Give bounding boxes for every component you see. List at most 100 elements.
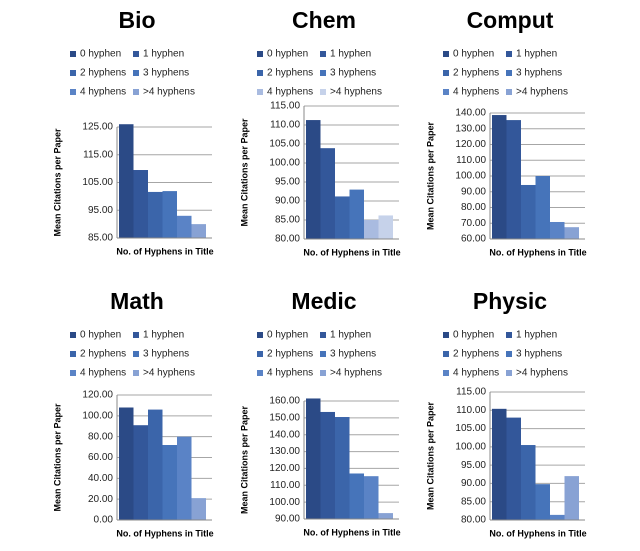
legend-label: 3 hyphens [516, 349, 562, 360]
legend-label: >4 hyphens [143, 87, 195, 98]
y-tick-label: 85.00 [461, 496, 486, 507]
bar [564, 476, 579, 520]
legend-swatch [133, 89, 139, 95]
legend-swatch [320, 89, 326, 95]
bar [320, 411, 335, 519]
legend-label: 4 hyphens [267, 368, 313, 379]
y-tick-label: 80.00 [275, 234, 300, 245]
bar [521, 184, 536, 239]
y-tick-label: 60.00 [88, 452, 113, 463]
chart-title: Medic [291, 288, 356, 314]
legend-label: 2 hyphens [453, 68, 499, 79]
bar [177, 436, 192, 520]
legend-label: >4 hyphens [516, 87, 568, 98]
legend-label: 4 hyphens [453, 87, 499, 98]
bar [349, 189, 364, 239]
legend-swatch [133, 370, 139, 376]
legend-swatch [257, 332, 263, 338]
y-tick-label: 105.00 [455, 423, 486, 434]
legend-label: >4 hyphens [516, 368, 568, 379]
y-tick-label: 80.00 [461, 202, 486, 213]
bar [162, 191, 177, 238]
legend-label: 3 hyphens [516, 68, 562, 79]
y-tick-label: 120.00 [82, 390, 113, 401]
y-tick-label: 100.00 [269, 158, 300, 169]
y-axis-label: Mean Citations per Paper [425, 401, 435, 510]
bar [148, 191, 163, 238]
chart-title: Physic [473, 288, 547, 314]
legend-swatch [506, 70, 512, 76]
y-tick-label: 105.00 [269, 139, 300, 150]
legend-swatch [443, 89, 449, 95]
bar [364, 476, 379, 519]
legend-label: 3 hyphens [330, 349, 376, 360]
legend-label: 3 hyphens [143, 349, 189, 360]
bar [306, 398, 321, 519]
bar [177, 215, 192, 238]
legend-swatch [320, 70, 326, 76]
legend-label: 1 hyphen [143, 330, 184, 341]
x-axis-label: No. of Hyphens in Title [116, 528, 213, 538]
legend-swatch [133, 332, 139, 338]
y-tick-label: 140.00 [455, 108, 486, 119]
legend-label: 2 hyphens [267, 349, 313, 360]
y-axis-label: Mean Citations per Paper [425, 121, 435, 230]
chart-title: Comput [467, 7, 554, 33]
legend-label: 1 hyphen [330, 330, 371, 341]
x-axis-label: No. of Hyphens in Title [116, 246, 213, 256]
bar [521, 445, 536, 520]
y-tick-label: 85.00 [275, 215, 300, 226]
y-tick-label: 85.00 [88, 233, 113, 244]
legend-label: 3 hyphens [330, 68, 376, 79]
bar [492, 408, 507, 520]
legend-label: 3 hyphens [143, 68, 189, 79]
legend-swatch [70, 70, 76, 76]
legend-label: 4 hyphens [267, 87, 313, 98]
legend-label: 0 hyphen [267, 330, 308, 341]
legend-label: 4 hyphens [80, 87, 126, 98]
y-tick-label: 95.00 [275, 177, 300, 188]
x-axis-label: No. of Hyphens in Title [303, 247, 400, 257]
bar [550, 221, 565, 239]
y-tick-label: 40.00 [88, 473, 113, 484]
chart-title: Chem [292, 7, 356, 33]
legend-swatch [133, 51, 139, 57]
legend-swatch [506, 351, 512, 357]
legend-label: 1 hyphen [143, 49, 184, 60]
chart-title: Math [110, 288, 164, 314]
legend-label: 1 hyphen [516, 49, 557, 60]
y-tick-label: 150.00 [269, 412, 300, 423]
y-tick-label: 105.00 [82, 177, 113, 188]
y-tick-label: 100.00 [82, 410, 113, 421]
legend-swatch [443, 51, 449, 57]
legend-label: 0 hyphen [267, 49, 308, 60]
legend-swatch [133, 351, 139, 357]
legend-swatch [133, 70, 139, 76]
legend-label: 1 hyphen [330, 49, 371, 60]
legend-swatch [443, 370, 449, 376]
y-tick-label: 110.00 [456, 405, 486, 416]
y-tick-label: 90.00 [275, 514, 300, 525]
y-tick-label: 100.00 [455, 171, 486, 182]
bar [564, 227, 579, 239]
legend-swatch [257, 370, 263, 376]
legend-label: >4 hyphens [143, 368, 195, 379]
y-tick-label: 120.00 [455, 139, 486, 150]
legend-swatch [320, 332, 326, 338]
bar [378, 513, 393, 519]
y-tick-label: 110.00 [456, 155, 486, 166]
y-tick-label: 115.00 [270, 101, 300, 112]
y-tick-label: 125.00 [82, 122, 113, 133]
x-axis-label: No. of Hyphens in Title [489, 247, 586, 257]
bar [535, 176, 550, 239]
bar [133, 170, 148, 238]
legend-label: 1 hyphen [516, 330, 557, 341]
legend-swatch [70, 370, 76, 376]
y-tick-label: 90.00 [461, 186, 486, 197]
y-tick-label: 120.00 [269, 463, 300, 474]
legend-swatch [506, 332, 512, 338]
bar [148, 409, 163, 520]
legend-label: 2 hyphens [267, 68, 313, 79]
y-tick-label: 80.00 [461, 515, 486, 526]
bar [320, 148, 335, 239]
